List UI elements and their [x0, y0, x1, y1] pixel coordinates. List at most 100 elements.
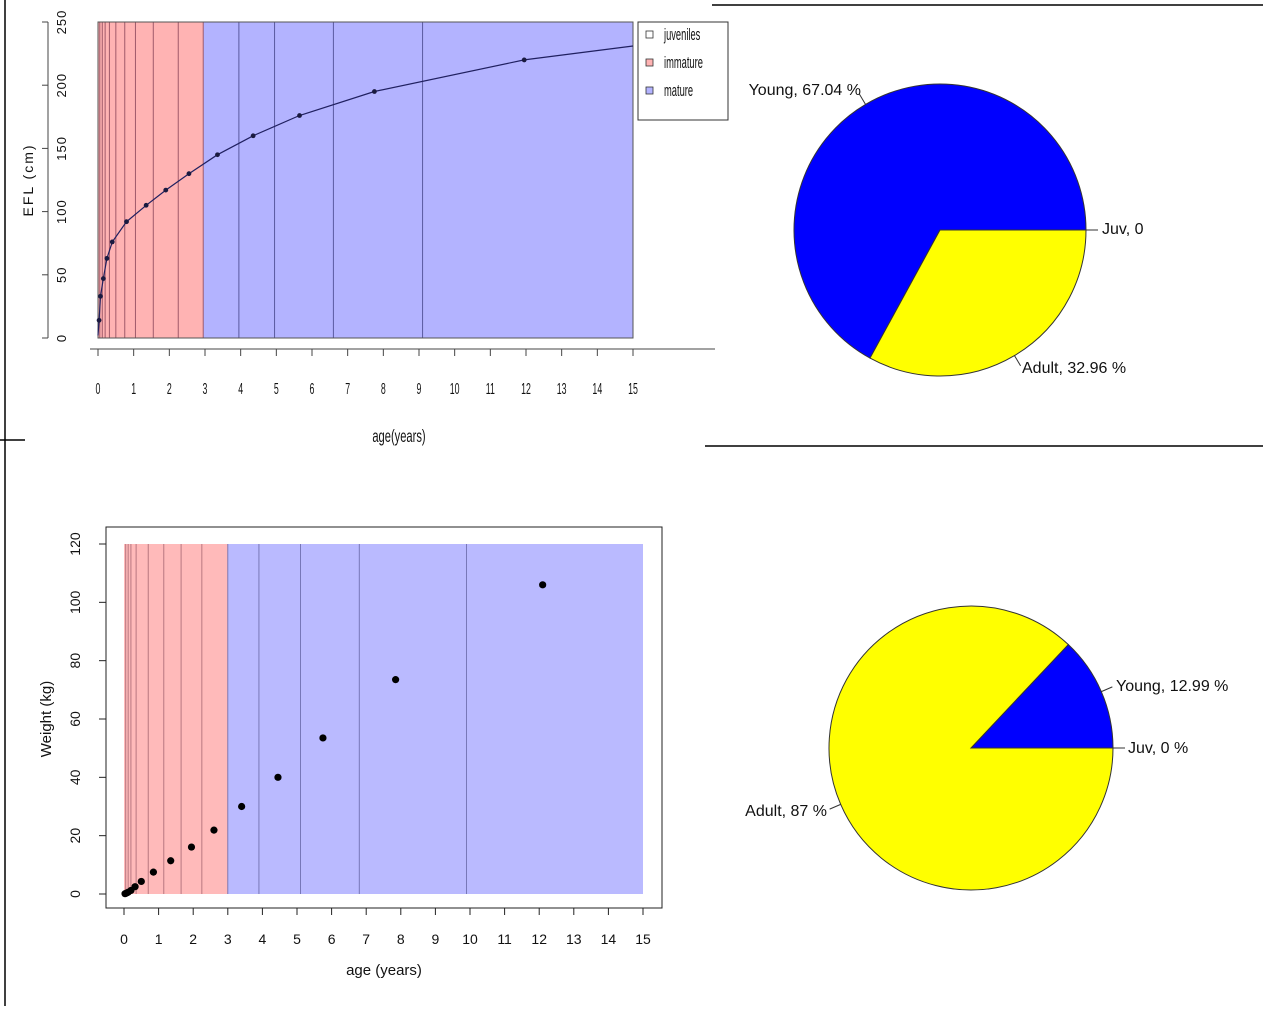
data-point — [539, 581, 547, 589]
x-tick-label: 15 — [635, 931, 651, 947]
y-tick-label: 100 — [67, 590, 83, 614]
data-point — [274, 773, 282, 781]
x-tick-label: 2 — [167, 379, 172, 398]
x-tick-label: 6 — [310, 379, 315, 398]
x-tick-label: 1 — [155, 931, 163, 947]
legend-label-immature: immature — [664, 53, 703, 72]
x-tick-label: 0 — [96, 379, 101, 398]
y-axis-label: Weight (kg) — [38, 681, 55, 757]
x-tick-label: 7 — [345, 379, 350, 398]
pie-label: Adult, 32.96 % — [1022, 360, 1126, 377]
band-immature — [124, 544, 228, 894]
data-point — [143, 202, 149, 208]
x-tick-label: 14 — [592, 379, 602, 398]
legend-label-juveniles: juveniles — [663, 25, 700, 44]
y-tick-label: 120 — [67, 532, 83, 556]
x-tick-label: 6 — [328, 931, 336, 947]
legend-swatch-mature — [645, 86, 654, 95]
x-tick-label: 4 — [238, 379, 243, 398]
x-tick-label: 13 — [566, 931, 582, 947]
pie-leader-line — [1101, 686, 1113, 693]
x-tick-label: 3 — [203, 379, 208, 398]
x-axis-label: age (years) — [346, 962, 422, 979]
data-point — [149, 868, 158, 876]
x-tick-label: 5 — [293, 931, 301, 947]
legend: juveniles immature mature — [637, 21, 729, 121]
pie-leader-line — [1014, 355, 1022, 367]
x-axis-label: age(years) — [372, 426, 425, 446]
x-tick-label: 12 — [521, 379, 531, 398]
y-tick-label: 80 — [67, 653, 83, 669]
pie-slice — [828, 605, 1114, 891]
stage-bands — [124, 544, 644, 894]
data-point — [186, 171, 192, 177]
x-tick-label: 5 — [274, 379, 279, 398]
band-mature — [227, 544, 644, 894]
data-point — [215, 152, 220, 158]
y-tick-label: 250 — [54, 10, 69, 35]
x-tick-label: 1 — [131, 379, 136, 398]
pie-leader-line — [858, 93, 866, 105]
y-tick-label: 100 — [54, 199, 69, 224]
band-immature — [98, 22, 204, 338]
data-point — [137, 877, 145, 886]
x-tick-label: 4 — [259, 931, 267, 947]
data-point — [163, 187, 169, 193]
data-point — [96, 317, 102, 323]
pie-chart-efl: Juv, 0 Young, 67.04 % Adult, 32.96 % — [749, 82, 1144, 377]
data-point — [521, 57, 527, 63]
data-point — [124, 219, 129, 225]
y-tick-label: 20 — [67, 828, 83, 844]
x-tick-labels: 0 1 2 3 4 5 6 7 8 9 10 11 12 13 14 15 — [96, 349, 638, 398]
data-point — [98, 293, 103, 299]
x-tick-label: 8 — [397, 931, 405, 947]
x-tick-label: 11 — [497, 931, 512, 947]
band-mature — [203, 22, 633, 338]
data-point — [104, 255, 110, 261]
y-axis-label: EFL (cm) — [20, 143, 36, 216]
x-tick-label: 11 — [486, 379, 495, 398]
x-tick-labels: 0 1 2 3 4 5 6 7 8 9 10 11 12 13 14 15 — [120, 908, 651, 947]
y-tick-label: 0 — [54, 334, 69, 342]
x-tick-label: 14 — [601, 931, 617, 947]
pie-label: Juv, 0 % — [1128, 740, 1188, 757]
y-tick-label: 200 — [54, 73, 69, 98]
data-point — [238, 802, 246, 811]
x-tick-label: 9 — [432, 931, 440, 947]
pie-leader-line — [829, 803, 841, 810]
legend-label-mature: mature — [664, 81, 693, 100]
age-class-lines — [99, 22, 424, 338]
data-point — [187, 843, 196, 851]
x-tick-label: 9 — [417, 379, 422, 398]
weight-points — [121, 581, 547, 898]
growth-points — [96, 57, 527, 323]
data-point — [319, 734, 327, 742]
y-tick-label: 150 — [54, 136, 69, 161]
x-tick-label: 10 — [450, 379, 460, 398]
y-tick-labels: 0 20 40 60 80 100 120 — [67, 532, 106, 898]
pie-label: Juv, 0 — [1102, 221, 1144, 238]
x-tick-label: 10 — [462, 931, 478, 947]
pie-slice — [969, 643, 1114, 749]
data-point — [131, 883, 139, 891]
pie-label: Young, 12.99 % — [1116, 678, 1228, 695]
y-tick-label: 60 — [67, 711, 83, 727]
x-tick-label: 13 — [557, 379, 567, 398]
legend-swatch-juveniles — [645, 30, 654, 39]
x-tick-label: 2 — [189, 931, 197, 947]
pie-chart-weight: Juv, 0 % Young, 12.99 % Adult, 87 % — [745, 605, 1228, 891]
y-tick-label: 50 — [54, 267, 69, 283]
growth-curve-line — [97, 45, 634, 336]
data-point — [297, 113, 302, 118]
legend-swatch-immature — [645, 58, 654, 67]
legend-entries: juveniles immature mature — [645, 25, 703, 100]
x-tick-label: 0 — [120, 931, 128, 947]
data-point — [109, 239, 115, 245]
x-tick-label: 15 — [628, 379, 638, 398]
pie-label: Young, 67.04 % — [749, 82, 861, 99]
pie-label: Adult, 87 % — [745, 803, 827, 820]
